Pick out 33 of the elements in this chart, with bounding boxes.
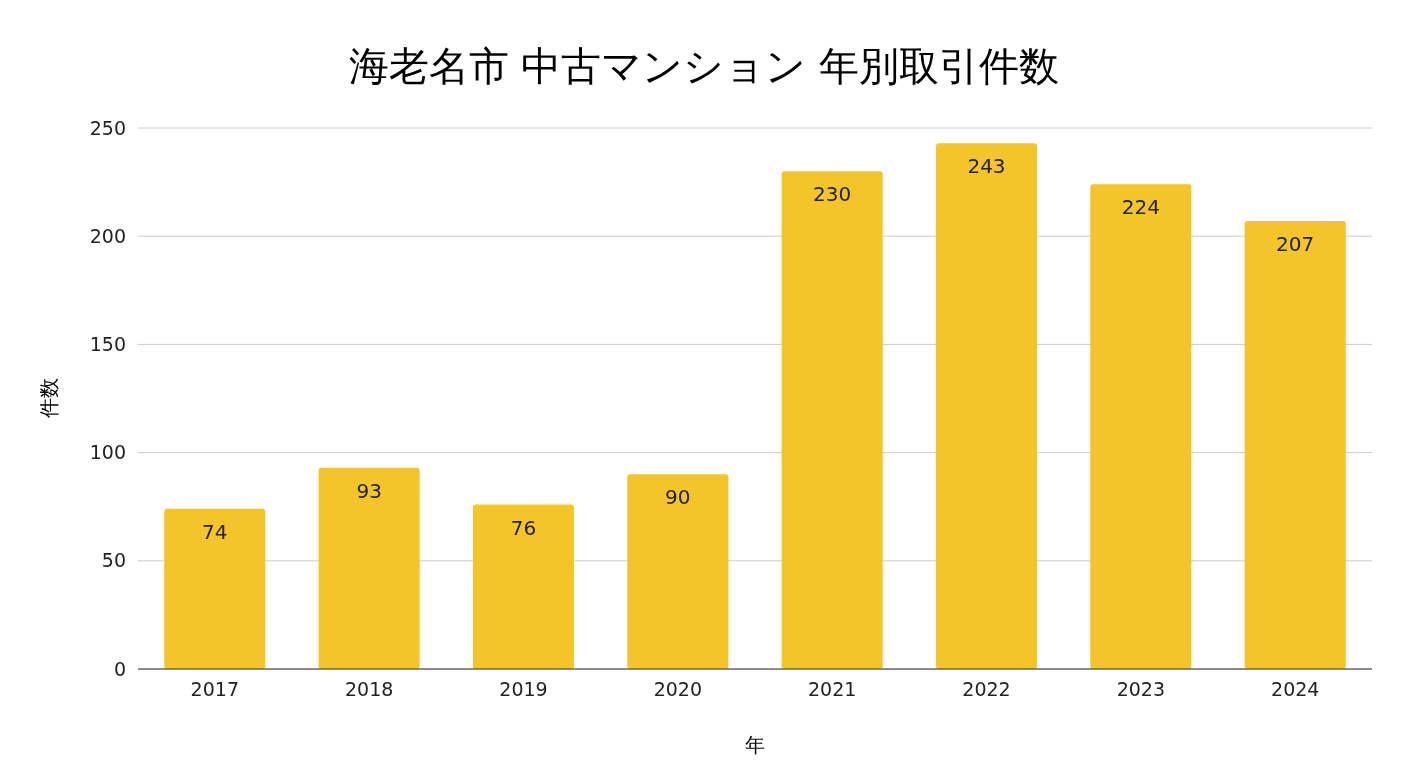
bar [1090,184,1192,669]
y-tick-label: 150 [89,332,126,355]
bar [935,143,1038,669]
data-label: 243 [967,154,1006,179]
x-tick-label: 2020 [653,678,703,701]
x-tick-label: 2024 [1271,678,1320,701]
x-tick-label: 2021 [807,678,857,701]
bar [781,171,883,669]
bar [627,474,729,669]
y-tick-label: 100 [89,441,126,464]
y-tick-label: 50 [101,549,126,572]
x-tick-label: 2022 [962,678,1011,701]
x-axis-title: 年 [745,733,765,757]
y-axis-title: 件数 [37,378,61,418]
data-label: 90 [665,485,691,510]
bar [164,508,266,669]
bar [472,504,575,669]
data-label: 76 [510,515,537,540]
data-label: 224 [1121,195,1160,220]
chart-title: 海老名市 中古マンション 年別取引件数 [348,43,1060,89]
y-tick-label: 0 [113,657,126,680]
data-label: 93 [356,478,382,503]
x-tick-label: 2017 [190,678,239,701]
data-label: 230 [813,182,852,207]
x-tick-label: 2023 [1116,678,1166,701]
data-label: 207 [1276,232,1315,257]
data-label: 74 [202,519,228,544]
bar [318,467,420,669]
x-tick-label: 2019 [499,678,548,701]
bar [1244,221,1346,669]
y-tick-label: 200 [89,224,126,247]
y-tick-label: 250 [89,116,126,139]
x-tick-label: 2018 [344,678,394,701]
